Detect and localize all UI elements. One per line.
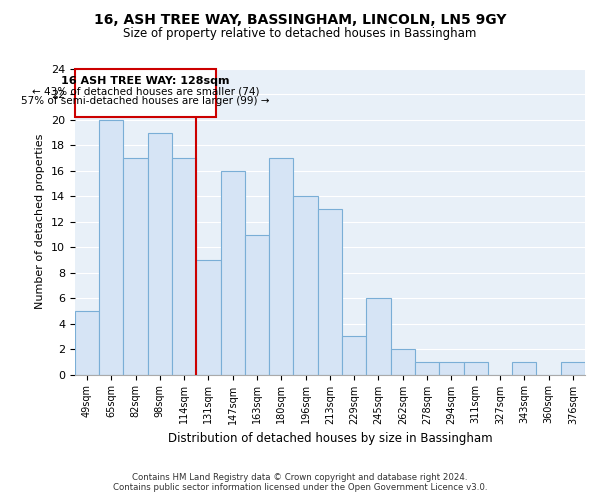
Text: 16, ASH TREE WAY, BASSINGHAM, LINCOLN, LN5 9GY: 16, ASH TREE WAY, BASSINGHAM, LINCOLN, L…: [94, 12, 506, 26]
Text: ← 43% of detached houses are smaller (74): ← 43% of detached houses are smaller (74…: [32, 86, 259, 96]
Bar: [464, 362, 488, 374]
Bar: [196, 260, 221, 374]
Bar: [439, 362, 464, 374]
Bar: [342, 336, 367, 374]
Text: Contains HM Land Registry data © Crown copyright and database right 2024.
Contai: Contains HM Land Registry data © Crown c…: [113, 473, 487, 492]
Bar: [561, 362, 585, 374]
Bar: [318, 209, 342, 374]
Bar: [293, 196, 318, 374]
Bar: [512, 362, 536, 374]
Bar: [221, 171, 245, 374]
Text: Size of property relative to detached houses in Bassingham: Size of property relative to detached ho…: [124, 28, 476, 40]
Bar: [415, 362, 439, 374]
Bar: [367, 298, 391, 374]
Bar: [172, 158, 196, 374]
Bar: [269, 158, 293, 374]
Bar: [148, 132, 172, 374]
Bar: [124, 158, 148, 374]
FancyBboxPatch shape: [76, 69, 216, 117]
Bar: [391, 349, 415, 374]
Y-axis label: Number of detached properties: Number of detached properties: [35, 134, 45, 310]
X-axis label: Distribution of detached houses by size in Bassingham: Distribution of detached houses by size …: [167, 432, 492, 445]
Bar: [99, 120, 124, 374]
Bar: [75, 311, 99, 374]
Bar: [245, 234, 269, 374]
Text: 16 ASH TREE WAY: 128sqm: 16 ASH TREE WAY: 128sqm: [61, 76, 230, 86]
Text: 57% of semi-detached houses are larger (99) →: 57% of semi-detached houses are larger (…: [21, 96, 270, 106]
